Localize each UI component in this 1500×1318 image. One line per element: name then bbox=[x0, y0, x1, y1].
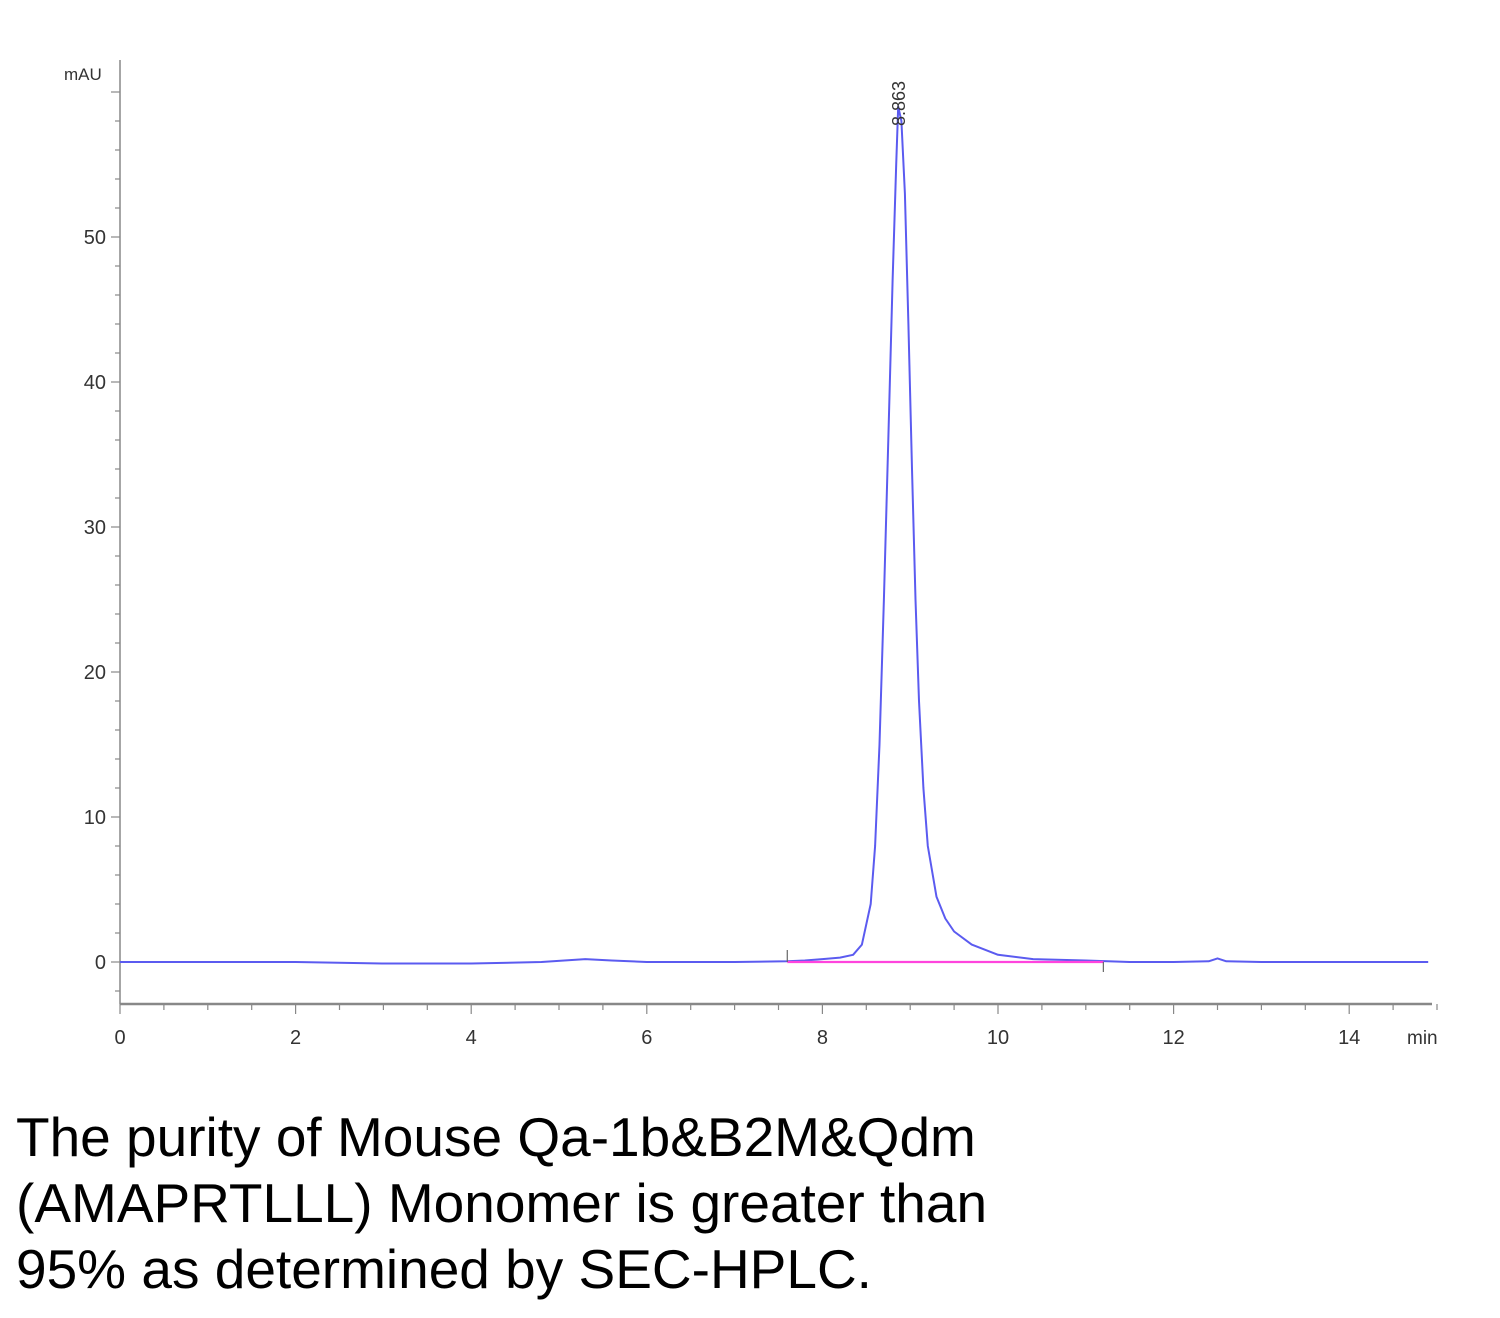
x-tick-label: 8 bbox=[817, 1027, 828, 1049]
y-axis: 0 10 20 30 40 50 bbox=[84, 60, 121, 1004]
caption-line-2: (AMAPRTLLL) Monomer is greater than bbox=[16, 1172, 988, 1234]
y-tick-label: 10 bbox=[84, 807, 106, 829]
series-layer bbox=[120, 105, 1429, 972]
chromatogram-trace bbox=[120, 105, 1429, 965]
chromatogram-chart: 0 10 20 30 40 50 0 2 4 6 8 10 12 14 mAU min 8.863 bbox=[64, 60, 1438, 1049]
x-axis-unit-label: min bbox=[1407, 1028, 1438, 1049]
y-tick-label: 40 bbox=[84, 372, 106, 394]
x-tick-label: 6 bbox=[641, 1027, 652, 1049]
peak-retention-label: 8.863 bbox=[889, 81, 909, 126]
x-tick-label: 14 bbox=[1338, 1027, 1360, 1049]
x-tick-label: 10 bbox=[987, 1027, 1009, 1049]
caption-line-1: The purity of Mouse Qa-1b&B2M&Qdm bbox=[16, 1106, 976, 1168]
y-tick-label: 30 bbox=[84, 517, 106, 539]
caption-line-3: 95% as determined by SEC-HPLC. bbox=[16, 1238, 872, 1300]
y-tick-label: 0 bbox=[95, 952, 106, 974]
y-axis-unit-label: mAU bbox=[64, 65, 102, 84]
x-tick-label: 4 bbox=[466, 1027, 477, 1049]
x-tick-label: 12 bbox=[1162, 1027, 1184, 1049]
x-axis: 0 2 4 6 8 10 12 14 bbox=[114, 1002, 1438, 1049]
figure-caption: The purity of Mouse Qa-1b&B2M&Qdm (AMAPR… bbox=[16, 1104, 1166, 1302]
y-tick-label: 20 bbox=[84, 662, 106, 684]
x-tick-label: 2 bbox=[290, 1027, 301, 1049]
y-tick-label: 50 bbox=[84, 227, 106, 249]
x-tick-label: 0 bbox=[114, 1027, 125, 1049]
